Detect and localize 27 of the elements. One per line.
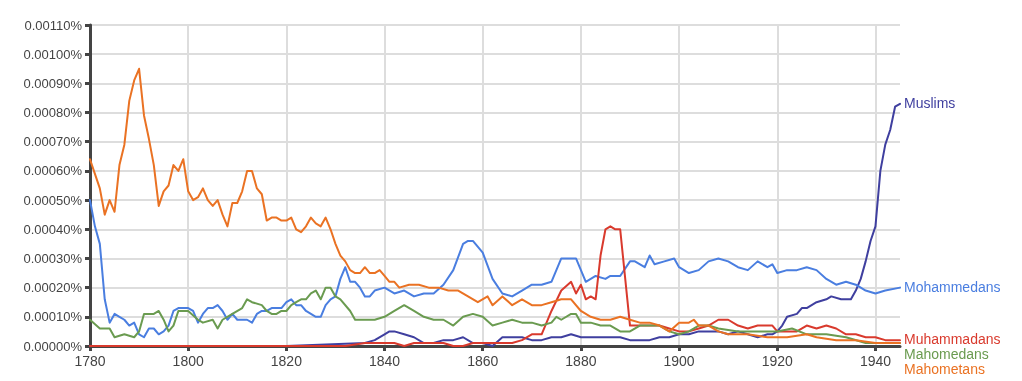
series-label: Muhammadans — [904, 331, 1001, 348]
series-label: Mohammedans — [904, 278, 1001, 295]
series-label: Mahometans — [904, 361, 985, 378]
y-tick-label: 0.00040% — [23, 221, 83, 237]
series-label: Mahomedans — [904, 346, 989, 363]
x-tick-label: 1920 — [761, 353, 794, 369]
x-tick-label: 1860 — [467, 353, 499, 369]
y-tick-label: 0.00110% — [24, 17, 83, 33]
y-tick-label: 0.00030% — [23, 250, 83, 266]
x-tick-label: 1840 — [368, 353, 401, 369]
x-tick-label: 1780 — [74, 353, 106, 369]
x-tick-label: 1820 — [270, 353, 303, 369]
y-tick-label: 0.00080% — [23, 105, 83, 121]
y-tick-label: 0.00100% — [23, 46, 83, 62]
y-tick-label: 0.00020% — [23, 280, 83, 296]
x-tick-label: 1880 — [565, 353, 597, 369]
y-tick-label: 0.00000% — [23, 338, 83, 354]
series-label: Muslims — [904, 94, 956, 111]
x-tick-label: 1900 — [663, 353, 695, 369]
x-tick-label: 1800 — [172, 353, 204, 369]
line-series — [89, 199, 901, 339]
y-tick-label: 0.00090% — [23, 75, 83, 91]
x-tick-label: 1940 — [859, 353, 892, 369]
y-tick-label: 0.00070% — [23, 134, 83, 150]
y-tick-label: 0.00050% — [23, 192, 83, 208]
y-tick-label: 0.00060% — [23, 163, 83, 179]
y-tick-label: 0.00010% — [23, 309, 83, 325]
